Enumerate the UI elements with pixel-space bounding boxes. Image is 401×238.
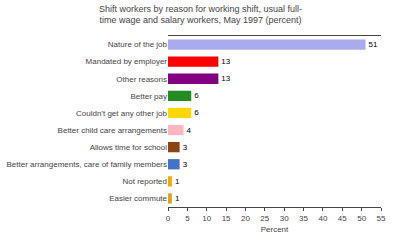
svg-text:13: 13 — [221, 74, 230, 83]
svg-text:Couldn't get any other job: Couldn't get any other job — [76, 109, 167, 118]
svg-text:25: 25 — [260, 214, 269, 223]
svg-text:35: 35 — [299, 214, 308, 223]
svg-text:20: 20 — [241, 214, 250, 223]
svg-text:6: 6 — [194, 108, 199, 117]
svg-text:Shift workers by reason for wo: Shift workers by reason for working shif… — [99, 4, 302, 26]
svg-text:Percent: Percent — [261, 225, 289, 234]
svg-text:Easier commute: Easier commute — [109, 194, 167, 203]
svg-text:4: 4 — [186, 126, 191, 135]
svg-text:Mandated by employer: Mandated by employer — [86, 57, 168, 66]
svg-text:30: 30 — [280, 214, 289, 223]
svg-text:Not reported: Not reported — [123, 177, 167, 186]
svg-text:Other reasons: Other reasons — [116, 75, 167, 84]
svg-text:55: 55 — [377, 214, 386, 223]
svg-text:Allows time for school: Allows time for school — [90, 143, 168, 152]
svg-text:45: 45 — [338, 214, 347, 223]
svg-text:51: 51 — [369, 40, 378, 49]
svg-text:Better child care arrangements: Better child care arrangements — [58, 126, 167, 135]
svg-text:5: 5 — [185, 214, 190, 223]
svg-text:Better arrangements, care of f: Better arrangements, care of family memb… — [6, 160, 167, 169]
svg-text:15: 15 — [222, 214, 231, 223]
svg-text:Nature of the job: Nature of the job — [108, 40, 168, 49]
svg-text:Better pay: Better pay — [131, 92, 167, 101]
svg-text:1: 1 — [175, 194, 180, 203]
svg-text:0: 0 — [166, 214, 171, 223]
svg-text:13: 13 — [221, 57, 230, 66]
svg-text:3: 3 — [183, 143, 188, 152]
svg-text:3: 3 — [183, 160, 188, 169]
svg-text:1: 1 — [175, 177, 180, 186]
svg-text:40: 40 — [318, 214, 327, 223]
svg-text:6: 6 — [194, 91, 199, 100]
svg-text:10: 10 — [202, 214, 211, 223]
svg-text:50: 50 — [357, 214, 366, 223]
